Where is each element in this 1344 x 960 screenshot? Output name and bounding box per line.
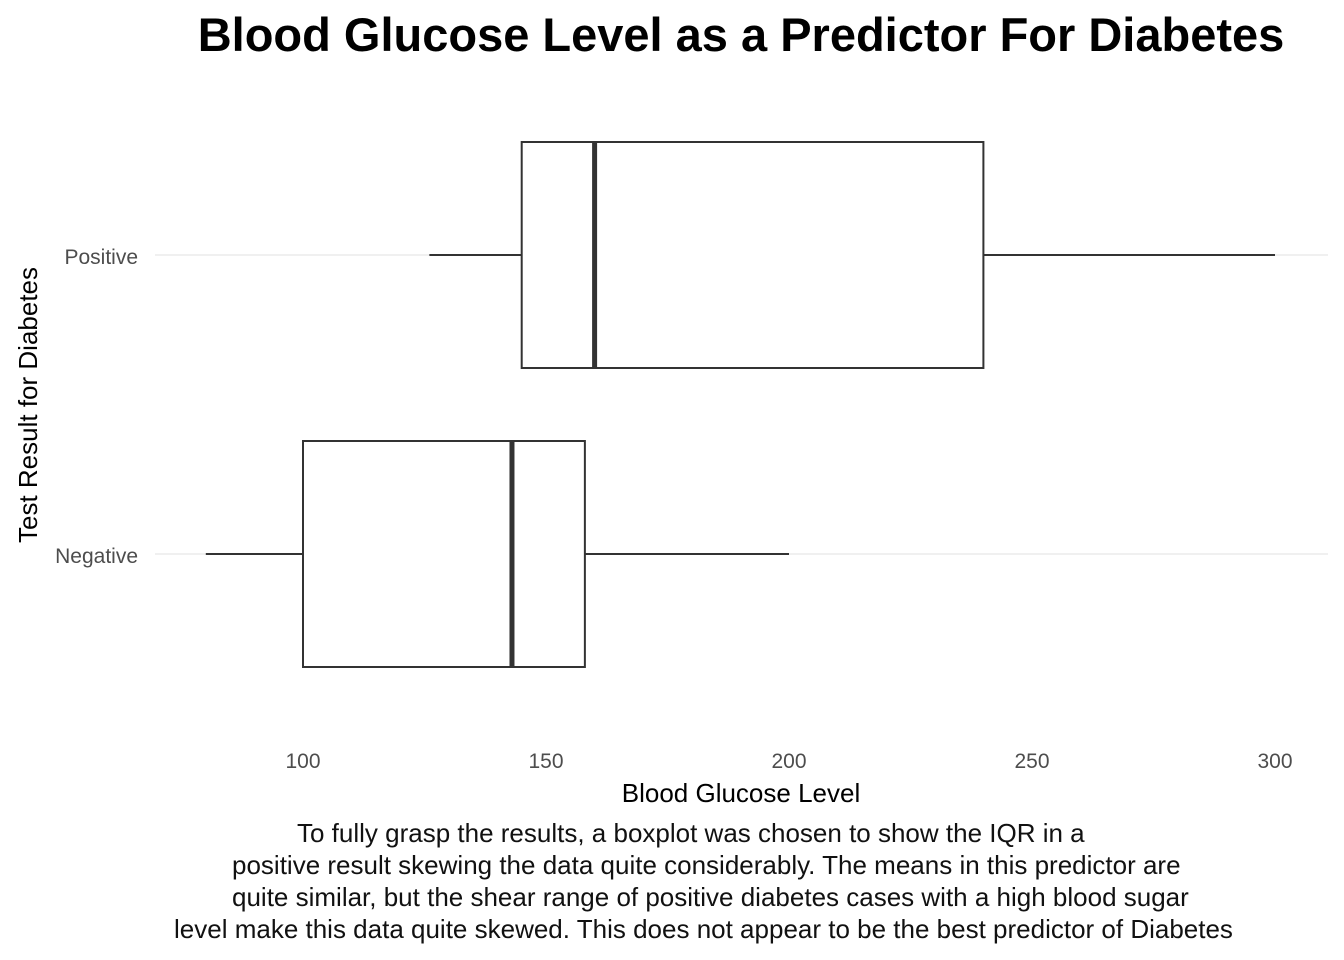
caption-line-4: level make this data quite skewed. This … xyxy=(174,914,1233,944)
x-tick-label-250: 250 xyxy=(1014,750,1049,773)
box-negative xyxy=(205,440,789,668)
caption-line-1: To fully grasp the results, a boxplot wa… xyxy=(297,818,1085,848)
iqr-box-negative xyxy=(302,440,586,668)
box-positive xyxy=(429,141,1275,369)
y-axis-label: Test Result for Diabetes xyxy=(13,267,43,543)
caption-line-2: positive result skewing the data quite c… xyxy=(232,850,1181,880)
x-tick-label-100: 100 xyxy=(285,750,320,773)
chart-title: Blood Glucose Level as a Predictor For D… xyxy=(198,8,1285,61)
boxplot-chart: Blood Glucose Level as a Predictor For D… xyxy=(13,8,1328,808)
x-tick-label-200: 200 xyxy=(771,750,806,773)
x-axis-label: Blood Glucose Level xyxy=(622,778,860,808)
y-tick-label-positive: Positive xyxy=(64,246,138,269)
y-tick-label-negative: Negative xyxy=(55,545,138,568)
caption-line-3: quite similar, but the shear range of po… xyxy=(232,882,1189,912)
x-tick-label-300: 300 xyxy=(1257,750,1292,773)
iqr-box-positive xyxy=(520,141,985,369)
x-tick-label-150: 150 xyxy=(528,750,563,773)
